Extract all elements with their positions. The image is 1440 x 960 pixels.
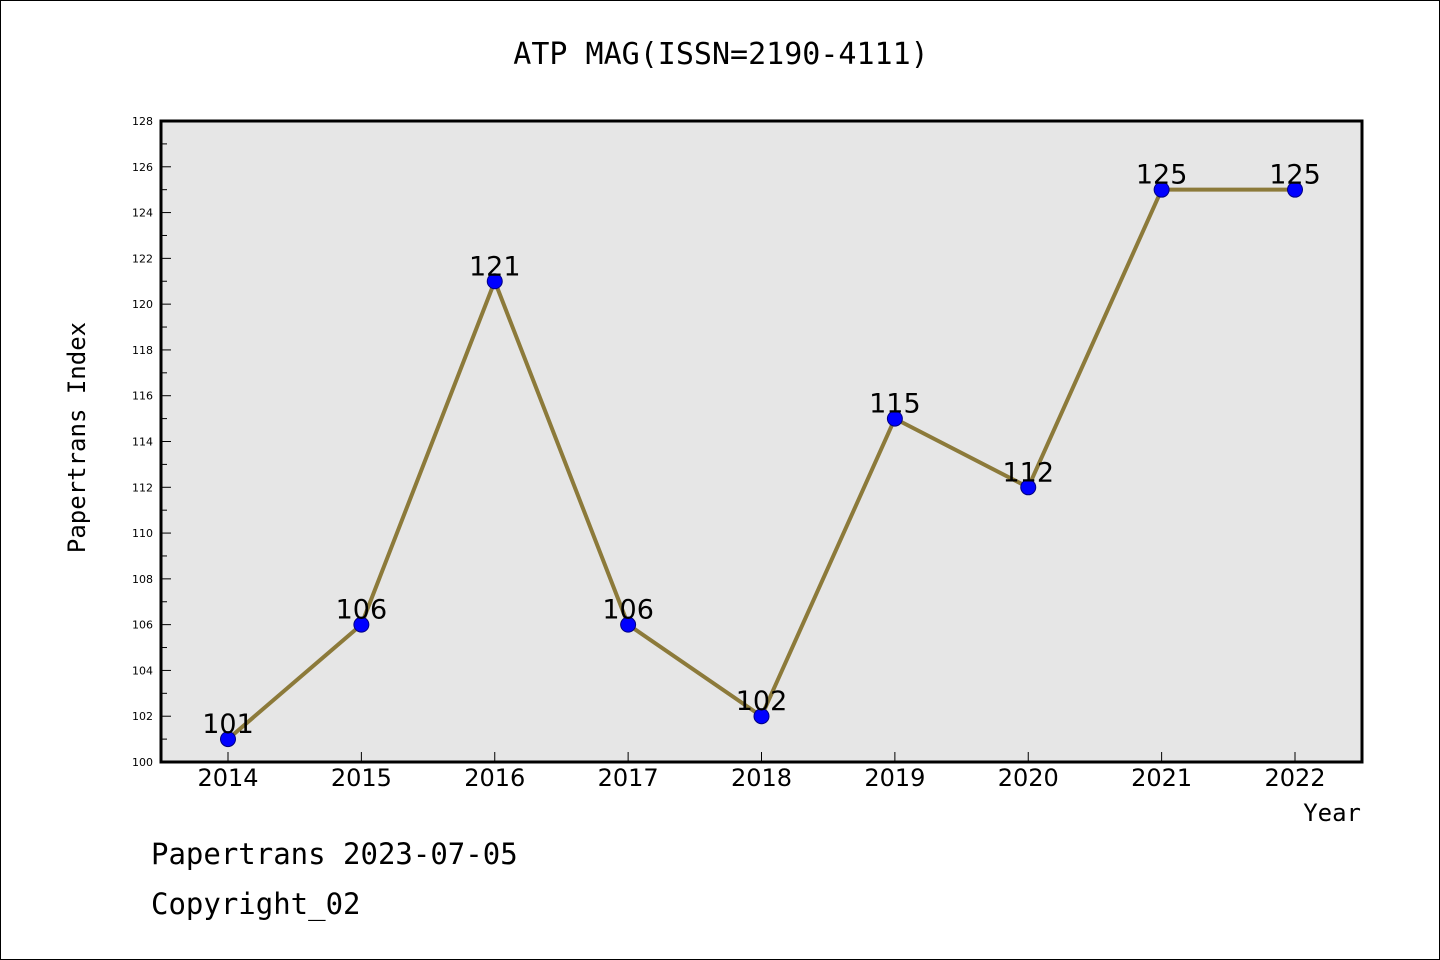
plot-frame: [159, 119, 1364, 764]
y-tick-label: 104: [132, 664, 153, 677]
x-tick-label: 2017: [598, 764, 659, 792]
y-tick-label: 118: [132, 344, 153, 357]
data-point: [1153, 181, 1170, 198]
data-label: 115: [869, 389, 921, 420]
x-tick-label: 2021: [1131, 764, 1192, 792]
data-label: 112: [1002, 457, 1054, 488]
y-tick-label: 114: [132, 436, 153, 449]
data-label: 102: [736, 686, 788, 717]
data-point: [620, 616, 637, 633]
y-tick-label: 100: [132, 756, 153, 769]
data-label: 125: [1269, 160, 1321, 191]
y-tick-label: 120: [132, 298, 153, 311]
footer-date: Papertrans 2023-07-05: [151, 837, 518, 871]
data-point: [353, 616, 370, 633]
data-label: 125: [1136, 160, 1188, 191]
data-label: 106: [336, 595, 388, 626]
x-tick-label: 2020: [998, 764, 1059, 792]
y-tick-label: 108: [132, 573, 153, 586]
data-point: [220, 731, 236, 748]
x-tick-label: 2019: [864, 764, 925, 792]
y-tick-label: 122: [132, 252, 153, 265]
chart-title: ATP MAG(ISSN=2190-4111): [513, 37, 929, 72]
x-tick-label: 2014: [197, 764, 258, 792]
x-tick-label: 2016: [464, 764, 525, 792]
y-tick-label: 128: [132, 115, 153, 128]
data-point: [886, 410, 903, 427]
data-point: [486, 273, 503, 290]
x-tick-label: 2015: [331, 764, 392, 792]
footer-copyright: Copyright_02: [151, 887, 361, 921]
y-tick-label: 112: [132, 481, 153, 494]
x-tick-label: 2018: [731, 764, 792, 792]
y-axis-label: Papertrans Index: [63, 322, 91, 553]
x-axis-label: Year: [1303, 799, 1361, 827]
data-point: [1287, 181, 1303, 198]
data-label: 106: [602, 595, 654, 626]
y-tick-label: 116: [132, 390, 153, 403]
y-tick-label: 124: [132, 207, 153, 220]
y-tick-label: 126: [132, 161, 153, 174]
data-point: [753, 708, 770, 725]
data-label: 101: [202, 709, 254, 740]
y-tick-label: 106: [132, 619, 153, 632]
data-point: [1020, 479, 1037, 496]
plot-area: [161, 121, 1362, 762]
y-tick-label: 102: [132, 710, 153, 723]
y-tick-label: 110: [132, 527, 153, 540]
data-label: 121: [469, 251, 521, 282]
x-tick-label: 2022: [1264, 764, 1325, 792]
